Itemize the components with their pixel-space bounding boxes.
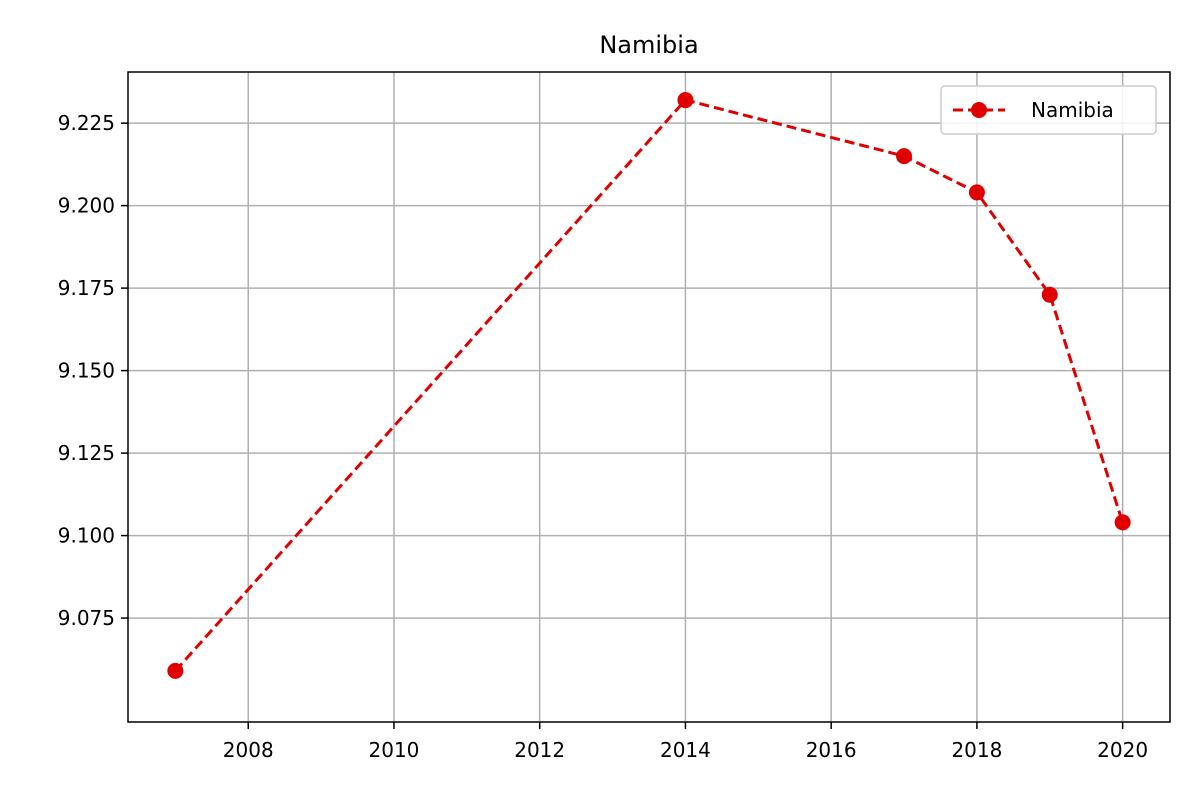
plot-frame — [127, 71, 1171, 723]
x-tick-label: 2020 — [1097, 738, 1148, 762]
data-point — [1114, 514, 1131, 531]
data-point — [1041, 286, 1058, 303]
series-line — [174, 98, 1125, 672]
legend-box — [940, 85, 1157, 135]
axis-ticks: 2008 2010 2012 2014 2016 2018 2020 9.075 9.100 9.… — [58, 111, 1148, 762]
y-tick-label: 9.100 — [58, 524, 115, 548]
y-tick-label: 9.125 — [58, 441, 115, 465]
x-tick-label: 2016 — [806, 738, 857, 762]
y-tick-label: 9.225 — [58, 111, 115, 135]
legend-label: Namibia — [1031, 98, 1114, 122]
y-tick-label: 9.200 — [58, 194, 115, 218]
chart-title: Namibia — [599, 31, 698, 59]
y-tick-label: 9.175 — [58, 276, 115, 300]
data-point — [167, 662, 184, 679]
x-tick-label: 2008 — [223, 738, 274, 762]
data-point — [968, 184, 985, 201]
x-tick-label: 2012 — [514, 738, 565, 762]
data-point — [677, 92, 694, 109]
series-layer — [167, 92, 1131, 679]
y-tick-label: 9.150 — [58, 359, 115, 383]
x-tick-label: 2010 — [369, 738, 420, 762]
legend: Namibia — [940, 85, 1157, 135]
gridlines — [128, 72, 1170, 722]
legend-marker-swatch — [971, 102, 987, 118]
x-tick-label: 2014 — [660, 738, 711, 762]
data-point — [896, 148, 913, 165]
y-tick-label: 9.075 — [58, 606, 115, 630]
x-tick-label: 2018 — [951, 738, 1002, 762]
